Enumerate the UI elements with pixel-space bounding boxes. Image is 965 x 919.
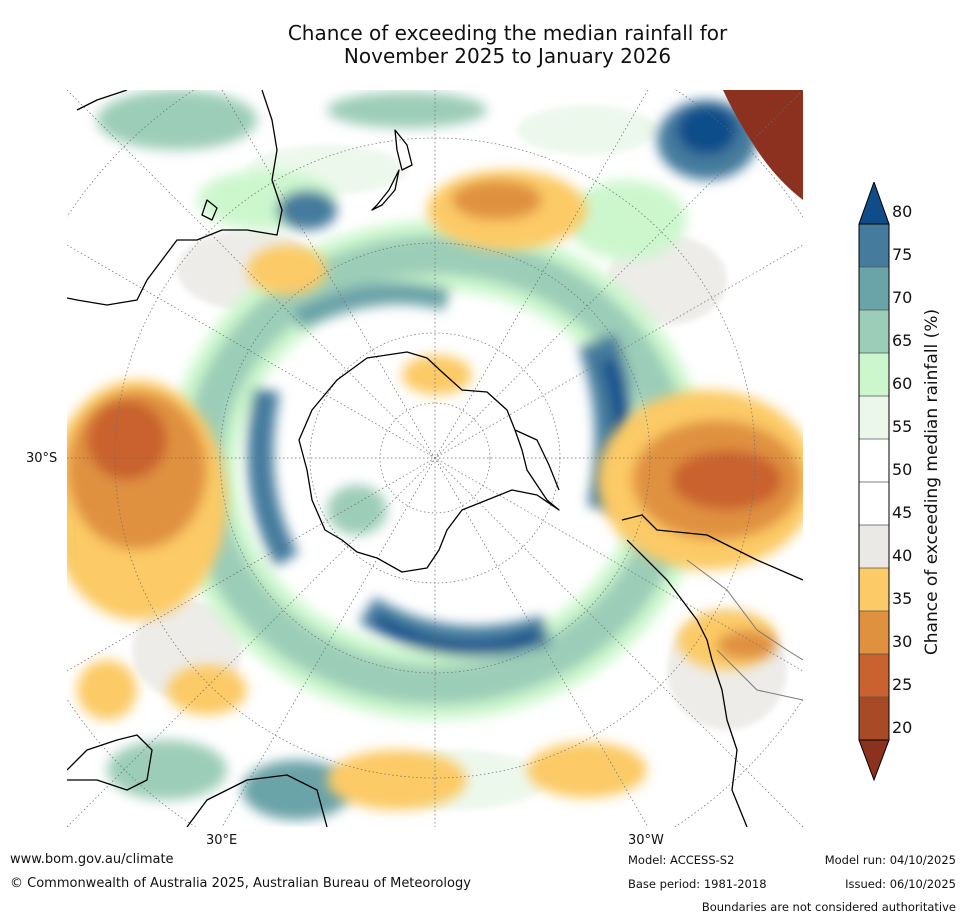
africa-coastline	[67, 734, 328, 827]
colorbar-tick-70: 70	[892, 288, 913, 307]
colorbar-tick-60: 60	[892, 374, 913, 393]
tasmania-coastline	[201, 199, 218, 221]
colorbar-tick-20: 20	[892, 718, 913, 737]
very-dry-corner	[723, 90, 803, 200]
colorbar-band-45-50	[859, 482, 889, 525]
colorbar-band-30-35	[859, 611, 889, 654]
drier-outlook-regions	[67, 170, 803, 810]
colorbar-extend-high	[858, 180, 890, 225]
colorbar-title: Chance of exceeding median rainfall (%)	[922, 308, 942, 656]
colorbar-band-55-60	[859, 396, 889, 439]
coastlines	[67, 90, 803, 827]
colorbar-band-35-40	[859, 568, 889, 611]
colorbar-band-70-75	[859, 267, 889, 310]
lon-label-30e: 30°E	[206, 833, 238, 848]
footer-base-period: Base period: 1981-2018	[628, 877, 767, 891]
antarctic-peninsula	[514, 429, 560, 491]
rainfall-outlook-map	[67, 90, 803, 827]
colorbar-tick-40: 40	[892, 546, 913, 565]
colorbar-band-50-55	[859, 439, 889, 482]
colorbar-tick-65: 65	[892, 331, 913, 350]
antarctica-coastline	[298, 351, 560, 573]
footer-boundaries-note: Boundaries are not considered authoritat…	[701, 900, 956, 914]
graticule	[67, 90, 803, 827]
colorbar-band-25-30	[859, 654, 889, 697]
colorbar-tick-25: 25	[892, 675, 913, 694]
australia-coastline	[67, 90, 283, 306]
footer-url[interactable]: www.bom.gov.au/climate	[10, 852, 174, 867]
colorbar-tick-labels: 80 75 70 65 60 55 50 45 40 35 30 25 20	[892, 203, 932, 752]
colorbar-tick-30: 30	[892, 632, 913, 651]
colorbar-tick-45: 45	[892, 503, 913, 522]
colorbar-band-20-25	[859, 697, 889, 740]
new-zealand-north-island	[394, 129, 413, 171]
footer-copyright: © Commonwealth of Australia 2025, Austra…	[10, 876, 471, 891]
lon-label-30w: 30°W	[628, 833, 664, 848]
footer-issued: Issued: 06/10/2025	[845, 877, 956, 891]
colorbar-band-40-45	[859, 525, 889, 568]
colorbar-tick-75: 75	[892, 245, 913, 264]
colorbar-tick-50: 50	[892, 460, 913, 479]
title-line-1: Chance of exceeding the median rainfall …	[287, 21, 728, 45]
footer-model-run: Model run: 04/10/2025	[824, 853, 956, 867]
colorbar-tick-80: 80	[892, 202, 913, 221]
colorbar-extend-low	[858, 739, 890, 782]
map-title: Chance of exceeding the median rainfall …	[130, 22, 885, 68]
south-america-coastline	[621, 514, 803, 827]
lat-label-30s: 30°S	[26, 451, 58, 466]
colorbar-band-65-70	[859, 310, 889, 353]
colorbar-band-60-65	[859, 353, 889, 396]
wetter-north-outlook	[97, 90, 757, 820]
colorbar-tick-55: 55	[892, 417, 913, 436]
title-line-2: November 2025 to January 2026	[343, 44, 672, 68]
colorbar-tick-35: 35	[892, 589, 913, 608]
colorbar-band-75-80	[859, 224, 889, 267]
colorbar	[858, 180, 890, 782]
footer-model: Model: ACCESS-S2	[628, 853, 735, 867]
new-zealand-south-island	[371, 169, 400, 211]
country-boundaries	[686, 559, 803, 701]
